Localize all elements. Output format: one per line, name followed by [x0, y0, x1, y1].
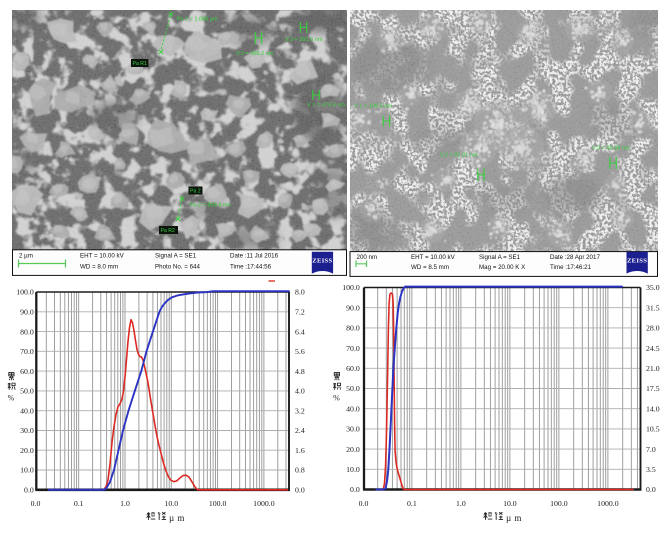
svg-text:90.0: 90.0 — [346, 303, 360, 312]
svg-text:0.0: 0.0 — [24, 486, 34, 495]
svg-text:80.0: 80.0 — [346, 324, 360, 333]
svg-text:35.0: 35.0 — [646, 283, 660, 292]
svg-text:10.0: 10.0 — [346, 465, 360, 474]
svg-text:1000.0: 1000.0 — [597, 499, 619, 508]
svg-text:Pa R2: Pa R2 — [161, 228, 176, 234]
svg-text:ZEISS: ZEISS — [312, 257, 332, 264]
svg-text:100.0: 100.0 — [550, 499, 568, 508]
svg-text:10.0: 10.0 — [164, 499, 178, 508]
svg-text:Time :17:44:56: Time :17:44:56 — [230, 263, 272, 270]
svg-text:60.0: 60.0 — [20, 367, 34, 376]
svg-text:28.0: 28.0 — [646, 324, 660, 333]
svg-text:V.3 = 391.6 nm: V.3 = 391.6 nm — [285, 37, 323, 43]
svg-text:50.0: 50.0 — [20, 387, 34, 396]
svg-text:10.0: 10.0 — [20, 466, 34, 475]
svg-text:3.5: 3.5 — [646, 465, 656, 474]
svg-text:20.0: 20.0 — [346, 445, 360, 454]
svg-text:30.0: 30.0 — [20, 426, 34, 435]
svg-text:Signal A = SE1: Signal A = SE1 — [155, 253, 197, 260]
svg-text:7.2: 7.2 — [295, 308, 305, 317]
svg-text:V 1 = 474.5 nm: V 1 = 474.5 nm — [307, 103, 345, 109]
svg-text:10.5: 10.5 — [646, 425, 660, 434]
svg-text:21.0: 21.0 — [646, 364, 660, 373]
svg-text:3.2: 3.2 — [295, 406, 305, 415]
svg-text:90.0: 90.0 — [20, 308, 34, 317]
svg-text:0.0: 0.0 — [359, 499, 369, 508]
svg-text:V.2 = 366.2 nm: V.2 = 366.2 nm — [236, 51, 274, 57]
svg-text:40.0: 40.0 — [20, 406, 34, 415]
svg-text:40.0: 40.0 — [346, 404, 360, 413]
svg-text:100.0: 100.0 — [209, 499, 227, 508]
svg-text:1.0: 1.0 — [120, 499, 130, 508]
svg-text:%: % — [8, 394, 15, 403]
svg-text:2.4: 2.4 — [295, 426, 305, 435]
svg-text:30.0: 30.0 — [346, 425, 360, 434]
svg-text:Photo No. = 644: Photo No. = 644 — [155, 263, 200, 270]
svg-text:µ m: µ m — [169, 513, 185, 523]
svg-text:31.5: 31.5 — [646, 303, 660, 312]
svg-text:1.6: 1.6 — [295, 446, 305, 455]
svg-text:100.0: 100.0 — [16, 288, 34, 297]
svg-text:Date :28 Apr 2017: Date :28 Apr 2017 — [550, 254, 600, 261]
svg-text:EHT = 10.00 kV: EHT = 10.00 kV — [411, 254, 456, 261]
svg-text:V.3 = 39.38 nm: V.3 = 39.38 nm — [592, 146, 630, 152]
svg-text:WD = 8.5 mm: WD = 8.5 mm — [411, 264, 449, 271]
svg-text:0.0: 0.0 — [295, 486, 305, 495]
svg-text:Pa R1: Pa R1 — [133, 61, 148, 67]
svg-text:%: % — [333, 394, 340, 403]
svg-text:1000.0: 1000.0 — [253, 499, 275, 508]
svg-text:0.0: 0.0 — [646, 485, 656, 494]
svg-text:70.0: 70.0 — [346, 344, 360, 353]
svg-text:70.0: 70.0 — [20, 347, 34, 356]
svg-text:4.0: 4.0 — [295, 387, 305, 396]
svg-text:1.0: 1.0 — [456, 499, 466, 508]
svg-text:20.0: 20.0 — [20, 446, 34, 455]
svg-text:0.8: 0.8 — [295, 466, 305, 475]
svg-text:24.5: 24.5 — [646, 344, 660, 353]
svg-text:Pa 1 = 1.686 µm: Pa 1 = 1.686 µm — [177, 17, 219, 23]
svg-text:V.2 = 81.31 nm: V.2 = 81.31 nm — [440, 153, 478, 159]
svg-text:4.8: 4.8 — [295, 367, 305, 376]
svg-text:100.0: 100.0 — [342, 283, 360, 292]
svg-text:Pa.2 = 859.9 nm: Pa.2 = 859.9 nm — [190, 203, 232, 209]
svg-text:0.0: 0.0 — [31, 499, 41, 508]
svg-text:14.0: 14.0 — [646, 404, 660, 413]
svg-text:200 nm: 200 nm — [357, 254, 378, 261]
svg-text:0.1: 0.1 — [407, 499, 417, 508]
svg-text:2 µm: 2 µm — [19, 253, 33, 260]
svg-text:60.0: 60.0 — [346, 364, 360, 373]
svg-text:Pa 2: Pa 2 — [190, 189, 201, 195]
svg-text:7.0: 7.0 — [646, 445, 656, 454]
svg-text:WD = 8.0 mm: WD = 8.0 mm — [80, 263, 118, 270]
svg-text:0.1: 0.1 — [74, 499, 84, 508]
svg-text:EHT = 10.00 kV: EHT = 10.00 kV — [80, 253, 125, 260]
svg-text:50.0: 50.0 — [346, 384, 360, 393]
svg-text:Signal A = SE1: Signal A = SE1 — [479, 254, 521, 261]
svg-text:5.6: 5.6 — [295, 347, 305, 356]
svg-text:8.0: 8.0 — [295, 288, 305, 297]
svg-text:Time :17:46:21: Time :17:46:21 — [550, 264, 592, 271]
svg-text:Mag = 20.00 K X: Mag = 20.00 K X — [479, 264, 525, 271]
svg-text:80.0: 80.0 — [20, 327, 34, 336]
svg-text:0.0: 0.0 — [350, 485, 360, 494]
svg-text:Date :11 Jul 2016: Date :11 Jul 2016 — [230, 253, 279, 260]
svg-text:10.0: 10.0 — [503, 499, 517, 508]
svg-text:µ m: µ m — [506, 513, 522, 523]
svg-text:6.4: 6.4 — [295, 327, 305, 336]
svg-text:17.5: 17.5 — [646, 384, 660, 393]
svg-text:ZEISS: ZEISS — [627, 257, 647, 264]
svg-text:V 1 = 109.5 nm: V 1 = 109.5 nm — [354, 104, 392, 110]
